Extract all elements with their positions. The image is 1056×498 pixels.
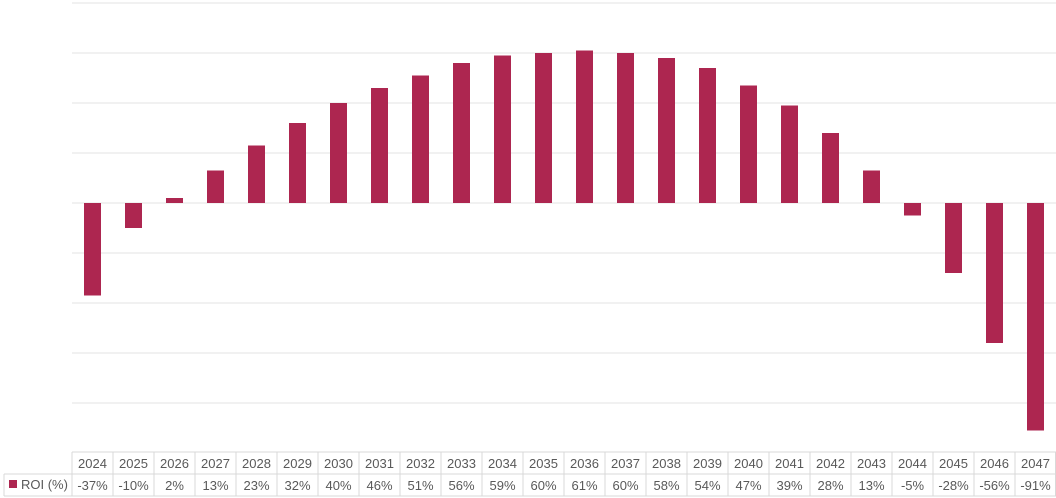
data-label-2036: 61%: [571, 478, 597, 493]
tick-label-2027: 2027: [201, 456, 230, 471]
data-label-2047: -91%: [1020, 478, 1051, 493]
bar-2031: [371, 88, 388, 203]
tick-label-2041: 2041: [775, 456, 804, 471]
data-label-2034: 59%: [489, 478, 515, 493]
bar-2030: [330, 103, 347, 203]
tick-label-2034: 2034: [488, 456, 517, 471]
tick-label-2024: 2024: [78, 456, 107, 471]
legend-swatch: [9, 480, 17, 488]
data-table: ROI (%) 2024 -37% 2025 -10% 2026 2% 2027 13% 202…: [3, 451, 1056, 497]
bar-2046: [986, 203, 1003, 343]
data-label-2039: 54%: [694, 478, 720, 493]
data-label-2035: 60%: [530, 478, 556, 493]
data-label-2043: 13%: [858, 478, 884, 493]
tick-label-2037: 2037: [611, 456, 640, 471]
tick-label-2029: 2029: [283, 456, 312, 471]
bar-2026: [166, 198, 183, 203]
bar-2043: [863, 170, 880, 203]
tick-label-2040: 2040: [734, 456, 763, 471]
tick-label-2045: 2045: [939, 456, 968, 471]
data-label-2032: 51%: [407, 478, 433, 493]
data-label-2038: 58%: [653, 478, 679, 493]
bar-2040: [740, 85, 757, 203]
gridlines: [72, 2, 1056, 404]
data-label-2045: -28%: [938, 478, 969, 493]
bar-2034: [494, 55, 511, 203]
tick-label-2035: 2035: [529, 456, 558, 471]
bar-2037: [617, 53, 634, 203]
tick-label-2046: 2046: [980, 456, 1009, 471]
bars: [84, 50, 1044, 431]
tick-label-2044: 2044: [898, 456, 927, 471]
tick-label-2030: 2030: [324, 456, 353, 471]
legend-series-name: ROI (%): [21, 477, 68, 492]
bar-2038: [658, 58, 675, 203]
tick-label-2047: 2047: [1021, 456, 1050, 471]
tick-label-2043: 2043: [857, 456, 886, 471]
data-label-2027: 13%: [202, 478, 228, 493]
bar-2042: [822, 133, 839, 203]
data-label-2044: -5%: [901, 478, 925, 493]
data-label-2042: 28%: [817, 478, 843, 493]
bar-2035: [535, 53, 552, 203]
tick-label-2028: 2028: [242, 456, 271, 471]
tick-label-2036: 2036: [570, 456, 599, 471]
bar-2047: [1027, 203, 1044, 431]
data-label-2037: 60%: [612, 478, 638, 493]
data-label-2046: -56%: [979, 478, 1010, 493]
bar-2025: [125, 203, 142, 228]
tick-label-2038: 2038: [652, 456, 681, 471]
bar-2045: [945, 203, 962, 273]
data-label-2041: 39%: [776, 478, 802, 493]
bar-2036: [576, 50, 593, 203]
bar-2044: [904, 203, 921, 216]
data-label-2030: 40%: [325, 478, 351, 493]
data-label-2031: 46%: [366, 478, 392, 493]
data-label-2025: -10%: [118, 478, 149, 493]
tick-label-2032: 2032: [406, 456, 435, 471]
tick-label-2042: 2042: [816, 456, 845, 471]
data-label-2028: 23%: [243, 478, 269, 493]
tick-label-2031: 2031: [365, 456, 394, 471]
data-label-2024: -37%: [77, 478, 108, 493]
bar-2029: [289, 123, 306, 203]
bar-2033: [453, 63, 470, 203]
data-label-2029: 32%: [284, 478, 310, 493]
bar-2039: [699, 68, 716, 203]
tick-label-2026: 2026: [160, 456, 189, 471]
bar-2024: [84, 203, 101, 296]
data-label-2040: 47%: [735, 478, 761, 493]
bar-2032: [412, 75, 429, 203]
bar-2027: [207, 170, 224, 203]
bar-2041: [781, 105, 798, 203]
bar-2028: [248, 145, 265, 203]
tick-label-2039: 2039: [693, 456, 722, 471]
data-label-2026: 2%: [165, 478, 184, 493]
tick-label-2025: 2025: [119, 456, 148, 471]
tick-label-2033: 2033: [447, 456, 476, 471]
data-label-2033: 56%: [448, 478, 474, 493]
